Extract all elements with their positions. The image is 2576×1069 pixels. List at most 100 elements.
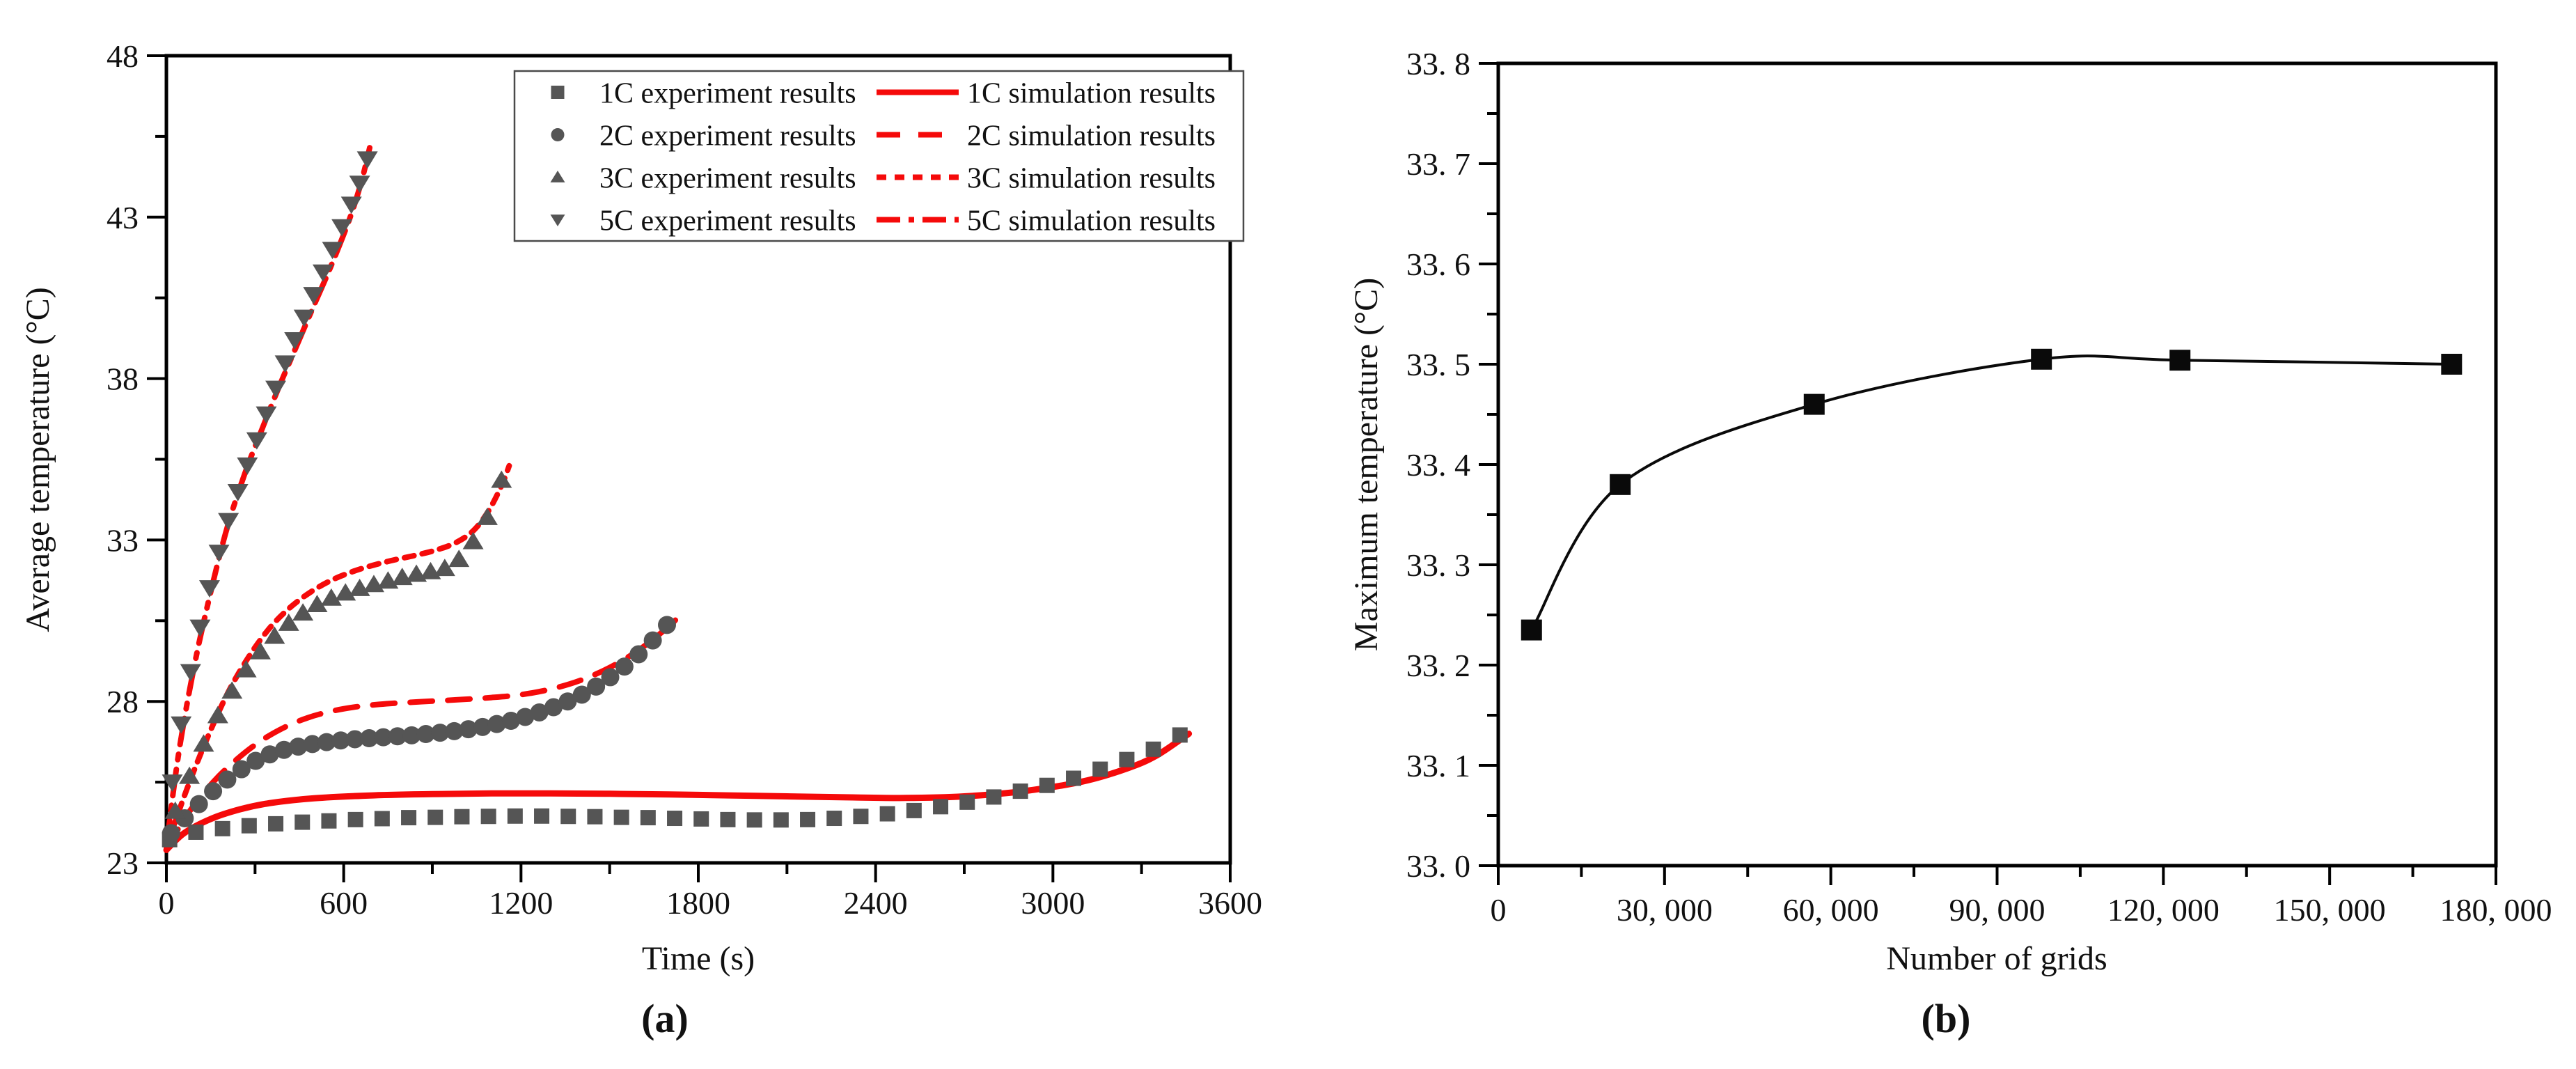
series-1c-experiment-results-marker [640,810,656,826]
series-maximum-temperature-vs-number-of-grids-marker [2441,354,2463,375]
series-1c-simulation-results-line [163,731,1193,853]
series-5c-experiment-results-marker [246,432,267,450]
series-5c-experiment-results-marker [303,287,324,305]
series-1c-experiment-results-marker [986,789,1002,805]
y-tick-label: 33. 6 [1406,247,1470,282]
series-3c-experiment-results-marker [335,583,356,601]
series-2c-experiment-results-marker [189,795,208,813]
series-5c-experiment-results-marker [340,196,362,214]
series-2c-experiment-results-marker [360,729,379,748]
series-1c-experiment-results-marker [1172,727,1188,743]
series-2c-experiment-results-marker [388,727,407,746]
series-5c-experiment-results-marker [256,406,277,424]
series-1c-experiment-results-marker [1119,751,1135,767]
chart-a-plot: 0 600 1200 1800 2400 3000 3600 23 28 33 38 43 48 1C e… [107,38,1262,921]
series-3c-experiment-results-marker [306,595,328,613]
series-5c-experiment-results-marker [218,513,239,531]
series-5c-experiment-results-marker [198,580,220,598]
series-5c-experiment-results-marker [349,175,370,194]
series-2c-experiment-results-marker [558,692,577,711]
series-2c-experiment-results-marker [317,733,336,751]
series-3c-experiment-results-marker [249,641,271,660]
series-1c-experiment-results-marker [773,812,789,828]
x-tick-label: 3600 [1198,885,1262,921]
x-tick-label: 600 [320,885,368,921]
legend-marker-circle [551,128,565,141]
series-5c-experiment-results-marker [189,619,211,637]
series-3c-experiment-results-marker [207,705,228,724]
series-3c-experiment-results-marker [179,766,201,784]
y-tick-label: 33. 4 [1406,447,1470,483]
series-1c-experiment-results-marker [879,806,895,822]
series-3c-experiment-results-marker [448,549,470,568]
y-tick-label: 33. 8 [1406,46,1470,81]
series-1c-experiment-results-marker [480,809,496,825]
series-3c-experiment-results-marker [491,470,512,488]
series-1c-experiment-results-marker [534,808,550,824]
series-maximum-temperature-vs-number-of-grids-line [1530,354,2453,632]
series-2c-experiment-results-marker [204,782,223,801]
series-2c-experiment-results-marker [162,824,180,843]
chart-a: 0 600 1200 1800 2400 3000 3600 23 28 33 38 43 48 1C e… [19,38,1262,1041]
series-5c-experiment-results-marker [284,332,306,350]
series-5c-experiment-results-marker [208,545,230,563]
series-2c-experiment-results-marker [530,703,549,721]
y-tick-label: 33. 1 [1406,748,1470,783]
legend-exp-label: 5C experiment results [599,205,856,237]
series-3c-experiment-results-marker [164,801,186,819]
series-1c-experiment-results-marker [1039,777,1055,793]
series-2c-experiment-results-marker [303,735,322,754]
series-1c-experiment-results-marker [454,809,470,825]
series-3c-simulation-results-line [164,462,512,850]
series-3c-experiment-results-marker [292,603,314,621]
series-1c-experiment-results-marker [826,811,842,827]
series-1c-experiment-results-marker [1012,783,1028,799]
series-5c-experiment-results-marker [171,716,192,734]
series-1c-experiment-results-marker [294,814,311,830]
series-3c-experiment-results-marker [193,734,214,752]
series-2c-experiment-results-marker [431,724,450,742]
y-tick-label: 33. 5 [1406,347,1470,382]
series-maximum-temperature-vs-number-of-grids-marker [2031,348,2052,370]
series-2c-experiment-results-marker [615,657,634,676]
chart-b-caption: (b) [1922,996,1971,1041]
legend-sim-label: 2C simulation results [967,120,1216,153]
y-tick-label: 23 [107,845,139,881]
series-1c-experiment-results-marker [959,794,975,810]
chart-a-y-axis-title: Average temperature (°C) [19,287,56,632]
series-3c-experiment-results-marker [434,559,455,577]
x-tick-label: 90, 000 [1949,892,2045,928]
series-2c-experiment-results-marker [331,731,350,750]
series-3c-experiment-results-marker [462,531,484,549]
chart-b-y-axis-title: Maximum temperature (°C) [1348,278,1385,651]
series-1c-experiment-results-marker [321,813,337,829]
series-2c-experiment-results-marker [260,745,279,764]
series-2c-experiment-results-marker [218,770,237,789]
series-1c-experiment-results-marker [587,809,603,825]
series-1c-experiment-results-marker [613,809,629,825]
series-2c-experiment-results-marker [246,751,265,770]
series-5c-experiment-results-marker [265,380,287,398]
legend-sim-label: 3C simulation results [967,163,1216,195]
series-5c-experiment-results-marker [356,151,378,169]
series-2c-experiment-results-marker [658,616,677,634]
y-tick-label: 33. 7 [1406,146,1470,182]
series-2c-experiment-results-marker [501,712,520,731]
series-5c-experiment-results-marker [274,355,296,373]
series-3c-experiment-results-marker [235,660,257,678]
series-1c-experiment-results-marker [374,811,390,827]
legend-marker-square [551,86,565,99]
series-3c-experiment-results-marker [221,681,243,699]
legend-exp-label: 1C experiment results [599,78,856,110]
series-3c-experiment-results-marker [278,614,299,631]
series-3c-experiment-results-marker [476,507,498,525]
series-1c-experiment-results-marker [667,811,683,827]
chart-a-caption: (a) [641,996,689,1041]
series-2c-experiment-results-marker [445,721,464,740]
series-1c-experiment-results-marker [427,809,443,825]
series-5c-experiment-results-marker [237,457,258,475]
x-tick-label: 150, 000 [2274,892,2386,928]
x-tick-label: 0 [1491,892,1507,928]
series-maximum-temperature-vs-number-of-grids-marker [1610,474,1631,495]
